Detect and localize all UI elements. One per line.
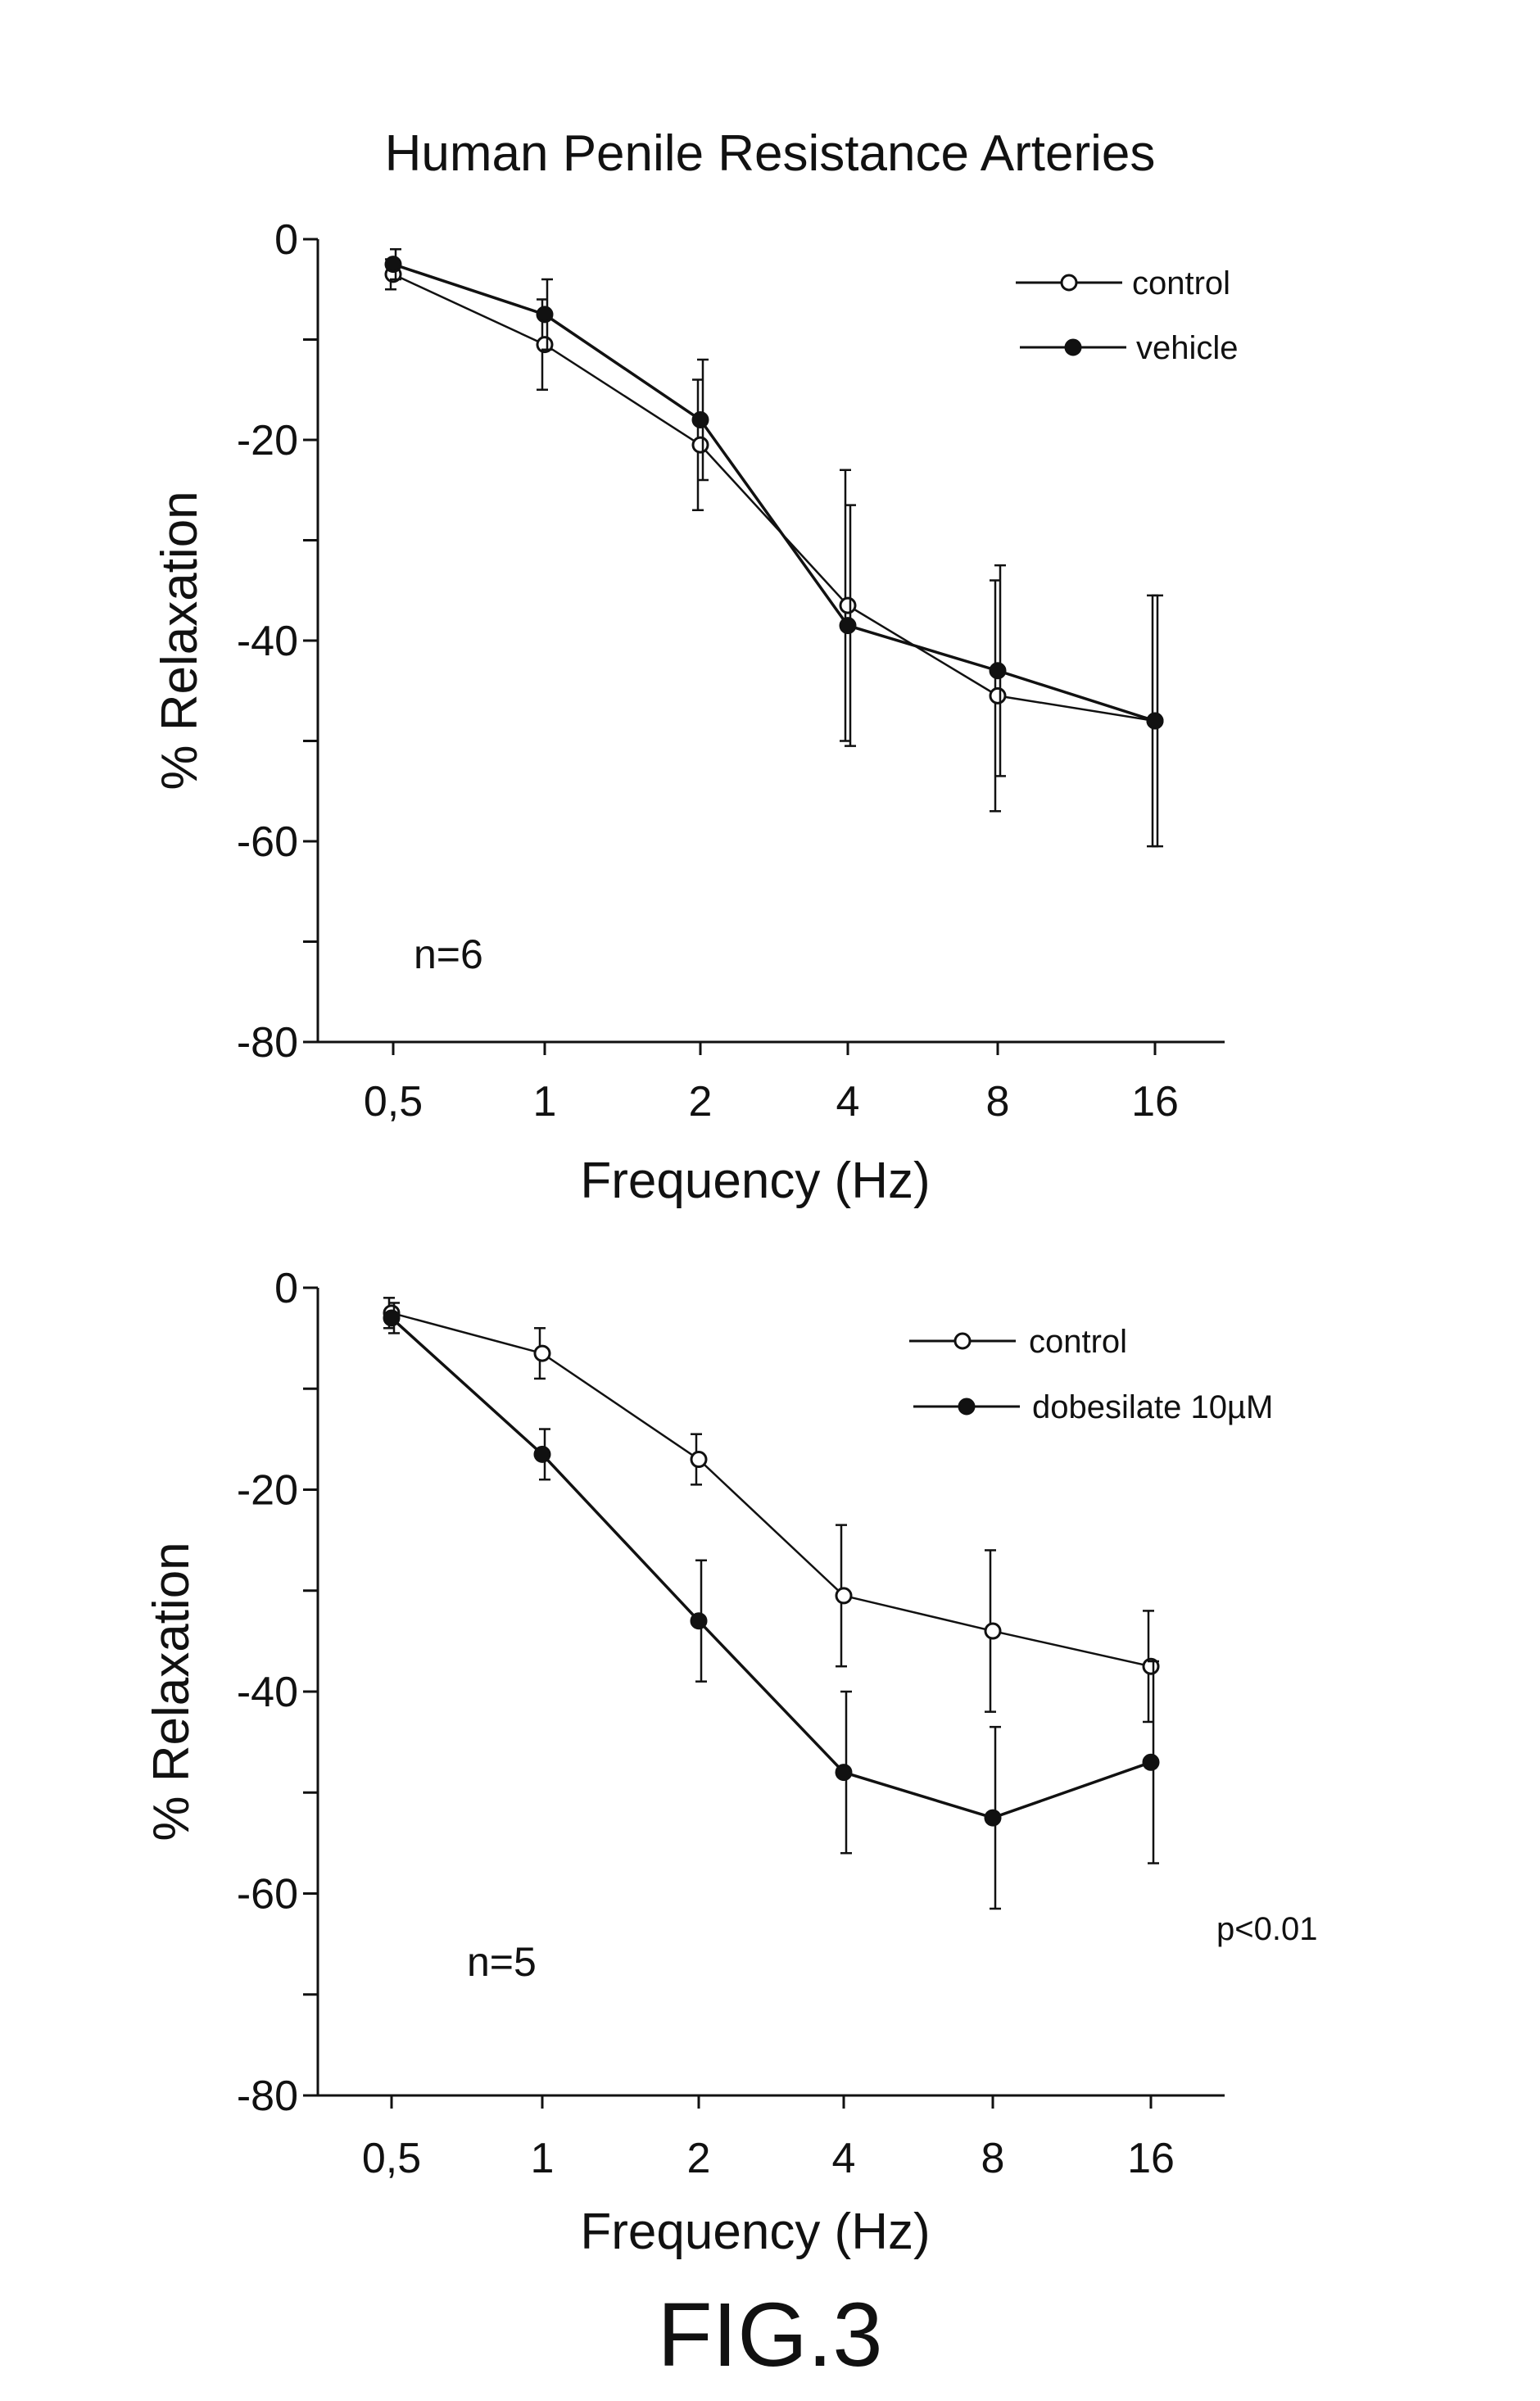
legend-label: control: [1132, 265, 1230, 301]
chart-panel-top: Human Penile Resistance Arteries 0 -20 -40 -…: [152, 125, 1239, 1209]
p-value-note: p<0.01: [1216, 1911, 1317, 1947]
y-tick-label: -40: [237, 618, 298, 665]
data-point: [840, 618, 855, 633]
x-tick-label: 16: [1127, 2135, 1175, 2182]
legend-entry: vehicle: [1020, 330, 1239, 366]
x-tick-label: 0,5: [364, 1078, 423, 1126]
legend-label: control: [1029, 1324, 1127, 1360]
y-tick-label: 0: [274, 216, 298, 264]
data-point: [535, 1447, 550, 1461]
data-point: [1144, 1755, 1158, 1769]
data-point: [386, 257, 401, 272]
data-point: [384, 1311, 399, 1325]
data-point: [985, 1624, 1000, 1638]
legend-marker: [1062, 275, 1076, 290]
series-line: [393, 265, 1155, 721]
y-tick-label: -60: [237, 1871, 298, 1919]
data-point: [1148, 714, 1162, 728]
figure-label: FIG.3: [657, 2285, 882, 2385]
series-treatment: [386, 249, 1163, 846]
legend-marker: [955, 1334, 970, 1348]
chart-panel-bottom: 0 -20 -40 -60 -80 0,5 1 2 4 8 16 Frequency (Hz) % Re…: [143, 1265, 1317, 2260]
x-tick-label: 4: [836, 1078, 860, 1126]
series-control: [383, 1298, 1158, 1722]
sample-size-note: n=6: [414, 931, 483, 977]
x-tick-label: 8: [986, 1078, 1010, 1126]
x-tick-label: 16: [1131, 1078, 1179, 1126]
data-point: [693, 413, 708, 428]
data-point: [985, 1810, 1000, 1825]
data-point: [836, 1588, 851, 1603]
x-tick-label: 4: [832, 2135, 856, 2182]
y-axis-label: % Relaxation: [143, 1542, 200, 1841]
x-tick-label: 1: [531, 2135, 555, 2182]
legend-label: dobesilate 10µM: [1032, 1389, 1273, 1425]
legend-marker: [959, 1399, 974, 1414]
data-point: [691, 1614, 706, 1629]
y-tick-label: 0: [274, 1265, 298, 1312]
x-tick-label: 1: [533, 1078, 557, 1126]
legend-entry: control: [909, 1324, 1127, 1360]
y-tick-label: -60: [237, 818, 298, 866]
data-point: [990, 664, 1005, 678]
x-tick-label: 2: [687, 2135, 711, 2182]
legend-entry: control: [1016, 265, 1230, 301]
x-tick-label: 0,5: [362, 2135, 421, 2182]
chart-title: Human Penile Resistance Arteries: [385, 125, 1156, 182]
y-axis-label: % Relaxation: [152, 491, 208, 790]
sample-size-note: n=5: [467, 1939, 537, 1985]
y-tick-label: -80: [237, 2073, 298, 2120]
legend-entry: dobesilate 10µM: [913, 1389, 1273, 1425]
data-point: [537, 307, 552, 322]
x-tick-label: 2: [689, 1078, 713, 1126]
series-line: [393, 274, 1155, 721]
x-axis-label: Frequency (Hz): [580, 1153, 930, 1209]
data-point: [836, 1765, 851, 1780]
y-tick-label: -20: [237, 417, 298, 464]
x-axis-label: Frequency (Hz): [580, 2204, 930, 2260]
data-point: [693, 437, 708, 452]
y-tick-label: -80: [237, 1019, 298, 1067]
data-point: [535, 1346, 550, 1361]
y-tick-label: -20: [237, 1467, 298, 1515]
data-point: [990, 688, 1005, 703]
x-tick-label: 8: [981, 2135, 1005, 2182]
legend-marker: [1066, 340, 1080, 355]
legend-label: vehicle: [1136, 330, 1239, 366]
y-tick-label: -40: [237, 1669, 298, 1716]
data-point: [840, 598, 855, 613]
series-line: [392, 1313, 1151, 1666]
data-point: [691, 1452, 706, 1467]
